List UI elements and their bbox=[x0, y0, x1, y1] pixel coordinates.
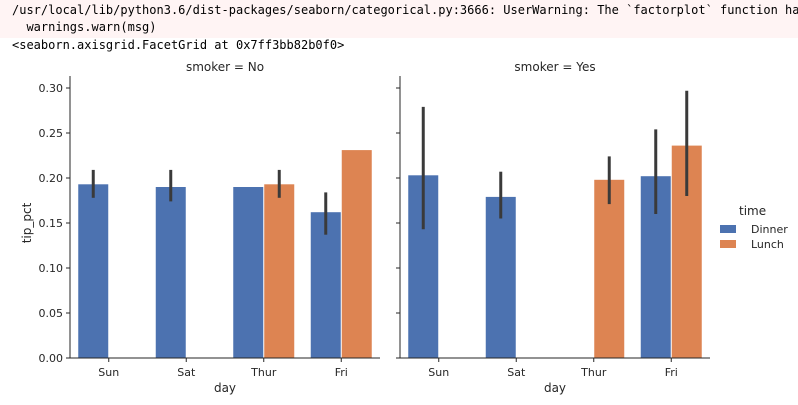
legend-title: time bbox=[739, 204, 766, 218]
x-tick-label: Fri bbox=[665, 366, 678, 379]
stderr-output: /usr/local/lib/python3.6/dist-packages/s… bbox=[0, 0, 798, 38]
panel-title: smoker = No bbox=[186, 60, 264, 74]
bar-lunch bbox=[594, 179, 625, 358]
y-axis-label: tip_pct bbox=[20, 202, 34, 243]
legend-label: Lunch bbox=[751, 238, 784, 251]
y-tick-label: 0.15 bbox=[39, 217, 64, 230]
bar-lunch bbox=[341, 150, 372, 358]
bar-dinner bbox=[310, 212, 341, 358]
warning-line: /usr/local/lib/python3.6/dist-packages/s… bbox=[12, 3, 798, 17]
x-tick-label: Sat bbox=[507, 366, 526, 379]
x-tick-label: Sat bbox=[177, 366, 196, 379]
x-tick-label: Sun bbox=[428, 366, 449, 379]
y-tick-label: 0.30 bbox=[39, 82, 64, 95]
warning-call-line: warnings.warn(msg) bbox=[12, 20, 157, 34]
legend-swatch-dinner bbox=[720, 225, 736, 233]
bar-dinner bbox=[155, 187, 186, 358]
x-tick-label: Thur bbox=[250, 366, 277, 379]
y-tick-label: 0.10 bbox=[39, 262, 64, 275]
y-tick-label: 0.20 bbox=[39, 172, 64, 185]
x-tick-label: Fri bbox=[335, 366, 348, 379]
panel-title: smoker = Yes bbox=[514, 60, 595, 74]
x-axis-label: day bbox=[544, 381, 566, 395]
bar-dinner bbox=[485, 196, 516, 358]
x-tick-label: Sun bbox=[98, 366, 119, 379]
legend-swatch-lunch bbox=[720, 240, 736, 248]
bar-dinner bbox=[233, 187, 264, 358]
y-tick-label: 0.25 bbox=[39, 127, 64, 140]
x-axis-label: day bbox=[214, 381, 236, 395]
x-tick-label: Thur bbox=[580, 366, 607, 379]
bar-lunch bbox=[264, 184, 295, 358]
bar-dinner bbox=[78, 184, 109, 358]
y-tick-label: 0.05 bbox=[39, 307, 64, 320]
repr-output: <seaborn.axisgrid.FacetGrid at 0x7ff3bb8… bbox=[12, 38, 345, 52]
legend-label: Dinner bbox=[751, 223, 788, 236]
y-tick-label: 0.00 bbox=[39, 352, 64, 365]
